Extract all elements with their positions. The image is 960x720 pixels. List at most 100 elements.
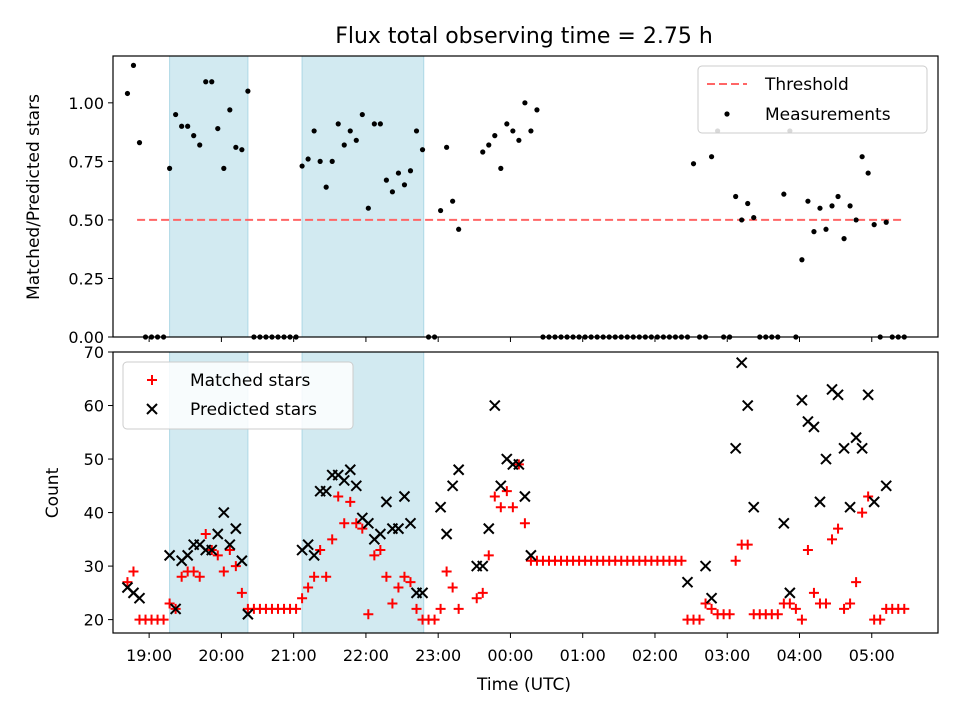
top-legend: Threshold Measurements xyxy=(697,65,928,134)
matched-star-point xyxy=(236,587,247,598)
predicted-star-point xyxy=(206,544,218,556)
measurement-point xyxy=(739,217,745,223)
top-y-tick-label: 1.00 xyxy=(68,94,104,113)
matched-star-point xyxy=(724,609,735,620)
predicted-star-point xyxy=(446,480,459,492)
shaded-interval xyxy=(301,55,425,338)
measurement-point xyxy=(179,123,185,129)
predicted-star-point xyxy=(344,464,356,476)
measurement-point xyxy=(847,203,853,209)
matched-star-point xyxy=(405,577,416,588)
predicted-star-point xyxy=(302,538,314,551)
measurement-point xyxy=(341,142,347,148)
predicted-star-point xyxy=(483,522,495,535)
predicted-star-point xyxy=(434,501,447,513)
matched-star-point xyxy=(808,587,819,598)
matched-star-point xyxy=(784,598,795,609)
predicted-star-point xyxy=(856,442,868,455)
predicted-star-point xyxy=(814,496,826,508)
x-tick-label: 01:00 xyxy=(560,646,606,665)
measurement-point xyxy=(510,128,516,134)
matched-star-point xyxy=(441,566,452,577)
measurement-point xyxy=(811,229,817,235)
matched-star-point xyxy=(363,609,374,620)
matched-star-point xyxy=(333,491,344,502)
predicted-star-point xyxy=(778,517,790,529)
x-tick-label: 20:00 xyxy=(198,646,244,665)
predicted-star-point xyxy=(218,506,230,519)
matched-star-point xyxy=(447,582,458,593)
measurement-point xyxy=(389,189,396,195)
measurement-point xyxy=(209,79,215,85)
measurement-point xyxy=(708,154,715,160)
predicted-star-point xyxy=(519,490,531,503)
matched-star-point xyxy=(387,598,398,609)
predicted-star-point xyxy=(681,576,694,588)
matched-star-point xyxy=(309,571,320,582)
matched-star-point xyxy=(369,550,380,561)
x-tick-label: 00:00 xyxy=(487,646,533,665)
matched-star-point xyxy=(706,603,717,614)
x-tick-label: 22:00 xyxy=(343,646,389,665)
measurements-legend-marker xyxy=(724,111,730,117)
measurement-point xyxy=(401,182,408,188)
matched-star-point xyxy=(230,561,241,572)
measurement-point xyxy=(799,257,805,263)
measurement-point xyxy=(299,163,305,169)
top-axes-frame xyxy=(112,55,939,338)
matched-star-point xyxy=(827,534,838,545)
measurement-point xyxy=(733,193,739,200)
matched-legend-marker xyxy=(147,375,157,385)
predicted-star-point xyxy=(495,480,507,492)
top-y-tick-label: 0.25 xyxy=(68,269,104,288)
measurement-point xyxy=(817,205,823,211)
matched-star-point xyxy=(851,577,862,588)
predicted-star-point xyxy=(513,458,525,471)
measurement-point xyxy=(233,144,239,150)
measurement-point xyxy=(781,191,787,197)
measurement-point xyxy=(534,107,540,113)
matched-star-point xyxy=(483,550,494,561)
measurement-point xyxy=(335,121,341,127)
predicted-star-point xyxy=(338,474,350,487)
measurement-point xyxy=(136,140,143,146)
measurement-point xyxy=(221,165,227,171)
measurement-point xyxy=(245,88,251,94)
top-shaded-intervals xyxy=(169,55,425,338)
bottom-y-tick-label: 40 xyxy=(84,504,104,523)
predicted-star-point xyxy=(133,592,146,604)
measurement-point xyxy=(690,161,697,167)
predicted-star-point xyxy=(477,560,489,572)
measurement-point xyxy=(215,125,221,132)
measurement-point xyxy=(498,165,504,171)
predicted-legend-symbol xyxy=(146,403,158,415)
predicted-legend-marker xyxy=(146,403,158,415)
measurement-point xyxy=(353,137,359,143)
matched-star-point xyxy=(381,571,392,582)
top-y-tick-label: 0.75 xyxy=(68,152,104,171)
measurement-point xyxy=(185,123,191,129)
predicted-star-point xyxy=(862,389,874,401)
predicted-star-point xyxy=(181,549,194,562)
measurement-point xyxy=(751,214,757,221)
bottom-legend: Matched stars Predicted stars xyxy=(122,361,354,430)
predicted-star-point xyxy=(236,555,248,567)
predicted-star-point xyxy=(169,603,182,615)
measurement-point xyxy=(871,222,877,228)
measurement-point xyxy=(130,62,137,68)
measurement-point xyxy=(365,205,371,211)
predicted-star-point xyxy=(392,522,405,535)
matched-star-point xyxy=(501,486,512,497)
predicted-star-point xyxy=(308,549,320,562)
predicted-star-point xyxy=(748,501,760,513)
matched-star-point xyxy=(730,555,741,566)
top-y-axis-label: Matched/Predicted stars xyxy=(24,94,44,300)
matched-star-point xyxy=(411,603,422,614)
predicted-star-point xyxy=(212,528,224,540)
predicted-star-point xyxy=(350,480,362,492)
matched-star-point xyxy=(796,614,807,625)
matched-star-point xyxy=(212,550,223,561)
matched-star-point xyxy=(742,539,753,550)
bottom-legend-box xyxy=(122,361,354,430)
matched-star-point xyxy=(224,545,235,556)
